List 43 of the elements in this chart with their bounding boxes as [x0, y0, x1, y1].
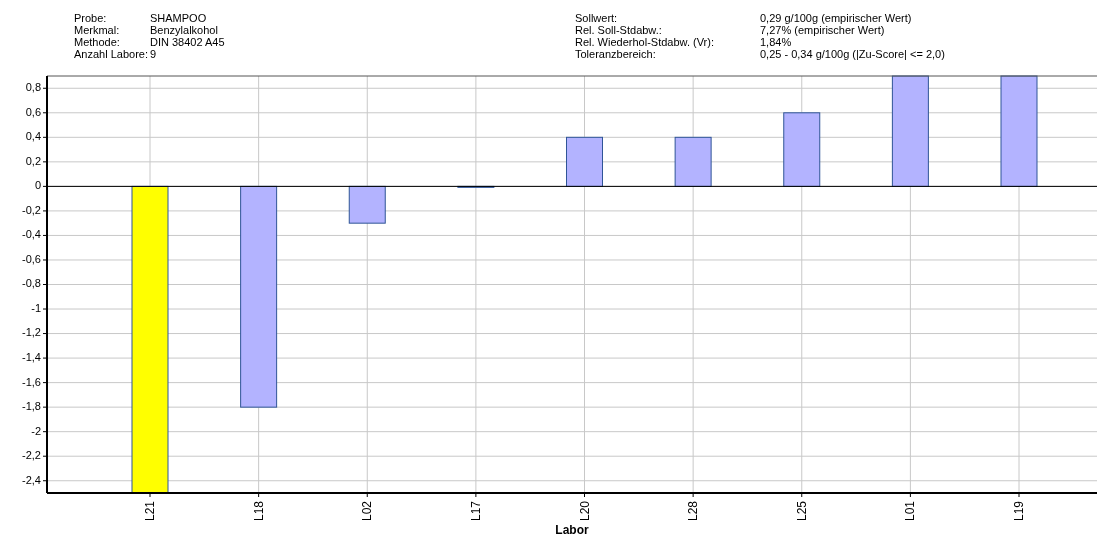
y-tick-label: -0,8	[22, 277, 41, 290]
text: Rel. Soll-Stdabw.:	[575, 24, 662, 36]
text: Anzahl Labore:	[74, 48, 148, 60]
x-tick-label: L01	[903, 500, 918, 522]
text: Merkmal:	[74, 24, 120, 36]
y-tick-label: -1,4	[22, 350, 41, 363]
y-tick-label: -0,4	[22, 228, 41, 241]
text: DIN 38402 A45	[150, 36, 225, 48]
text: 0,29 g/100g (empirischer Wert)	[760, 12, 912, 24]
y-tick-label: -1,2	[22, 326, 41, 339]
y-tick-label: -0,2	[22, 203, 41, 216]
text: Methode:	[74, 36, 120, 48]
text: Rel. Wiederhol-Stdabw. (Vr):	[575, 36, 714, 48]
x-axis-title: Labor	[555, 523, 589, 536]
y-tick-label: -0,6	[22, 252, 41, 265]
x-tick-label: L02	[360, 500, 375, 522]
text: Probe:	[74, 12, 107, 24]
text: 7,27% (empirischer Wert)	[760, 24, 885, 36]
x-tick-label: L20	[577, 500, 592, 522]
x-tick-label: L19	[1012, 500, 1026, 522]
text: Benzylalkohol	[150, 24, 218, 36]
y-tick-label: 0,2	[25, 154, 41, 167]
y-tick-label: 0,8	[25, 81, 41, 94]
text: 1,84%	[760, 36, 792, 48]
x-tick-label: L17	[468, 500, 483, 522]
x-tick-label: L18	[251, 500, 266, 522]
y-tick-label: -2	[31, 424, 41, 437]
y-tick-label: -1,6	[22, 375, 41, 388]
text: Toleranzbereich:	[575, 48, 656, 60]
y-tick-label: -1	[31, 301, 41, 314]
y-tick-label: 0,4	[25, 130, 41, 143]
x-tick-label: L21	[143, 500, 157, 522]
x-tick-label: L25	[794, 500, 809, 522]
text: 0,25 - 0,34 g/100g (|Zu-Score| <= 2,0)	[760, 48, 945, 60]
text: SHAMPOO	[150, 12, 207, 24]
text: Sollwert:	[575, 12, 618, 24]
y-tick-label: -2,2	[22, 449, 41, 462]
text: 9	[150, 48, 157, 60]
y-tick-label: -2,4	[22, 473, 41, 486]
y-tick-label: 0	[34, 179, 41, 192]
y-tick-label: 0,6	[25, 105, 41, 118]
y-tick-label: -1,8	[22, 400, 41, 413]
x-tick-label: L28	[686, 500, 701, 522]
